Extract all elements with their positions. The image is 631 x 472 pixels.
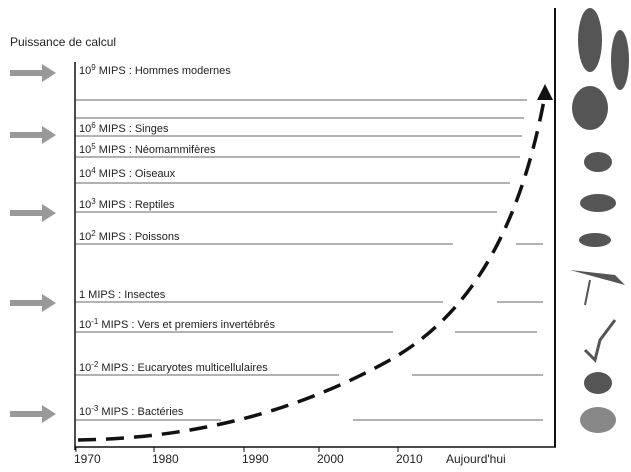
x-label: 2010	[396, 452, 423, 466]
level-text: MIPS : Vers et premiers invertébrés	[98, 319, 275, 331]
level-base: 10	[79, 319, 91, 331]
level-exponent: -2	[91, 360, 99, 369]
level-label: 10-2 MIPS : Eucaryotes multicellulaires	[79, 360, 268, 374]
level-base: 10	[79, 406, 91, 418]
level-base: 10	[79, 144, 91, 156]
level-base: 1	[79, 289, 85, 301]
level-label: 106 MIPS : Singes	[79, 121, 169, 135]
level-text: MIPS : Néomammifères	[96, 144, 216, 156]
level-exponent: 5	[91, 142, 96, 151]
level-label: 103 MIPS : Reptiles	[79, 197, 175, 211]
level-base: 10	[79, 231, 91, 243]
level-exponent: 3	[91, 197, 96, 206]
title: Puissance de calcul	[10, 35, 116, 49]
x-label: 2000	[317, 452, 344, 466]
level-base: 10	[79, 123, 91, 135]
level-exponent: -3	[91, 404, 99, 413]
level-exponent: 4	[91, 166, 96, 175]
level-label: 105 MIPS : Néomammifères	[79, 142, 216, 156]
level-label: 10-3 MIPS : Bactéries	[79, 404, 184, 418]
level-label: 10-1 MIPS : Vers et premiers invertébrés	[79, 317, 276, 331]
level-exponent: 2	[91, 229, 96, 238]
level-text: MIPS : Bactéries	[98, 406, 183, 418]
level-text: MIPS : Eucaryotes multicellulaires	[98, 362, 268, 374]
arrows	[10, 64, 56, 423]
curve-arrowhead	[537, 84, 553, 100]
x-label: 1980	[152, 452, 179, 466]
level-base: 10	[79, 362, 91, 374]
level-text: MIPS : Singes	[96, 123, 169, 135]
level-text: MIPS : Hommes modernes	[96, 65, 232, 77]
level-base: 10	[79, 168, 91, 180]
level-text: MIPS : Insectes	[85, 289, 166, 301]
level-label: 109 MIPS : Hommes modernes	[79, 63, 231, 77]
level-label: 102 MIPS : Poissons	[79, 229, 180, 243]
level-base: 10	[79, 65, 91, 77]
x-label: 1970	[74, 452, 101, 466]
level-exponent: 9	[91, 63, 96, 72]
x-label: Aujourd'hui	[446, 452, 506, 466]
level-label: 1 MIPS : Insectes	[79, 289, 166, 301]
x-label: 1990	[242, 452, 269, 466]
level-exponent: -1	[91, 317, 99, 326]
animal-icons	[570, 8, 629, 433]
level-text: MIPS : Reptiles	[96, 199, 175, 211]
level-exponent: 6	[91, 121, 96, 130]
level-text: MIPS : Oiseaux	[96, 168, 176, 180]
level-base: 10	[79, 199, 91, 211]
level-label: 104 MIPS : Oiseaux	[79, 166, 176, 180]
level-text: MIPS : Poissons	[96, 231, 180, 243]
growth-curve	[77, 94, 547, 442]
